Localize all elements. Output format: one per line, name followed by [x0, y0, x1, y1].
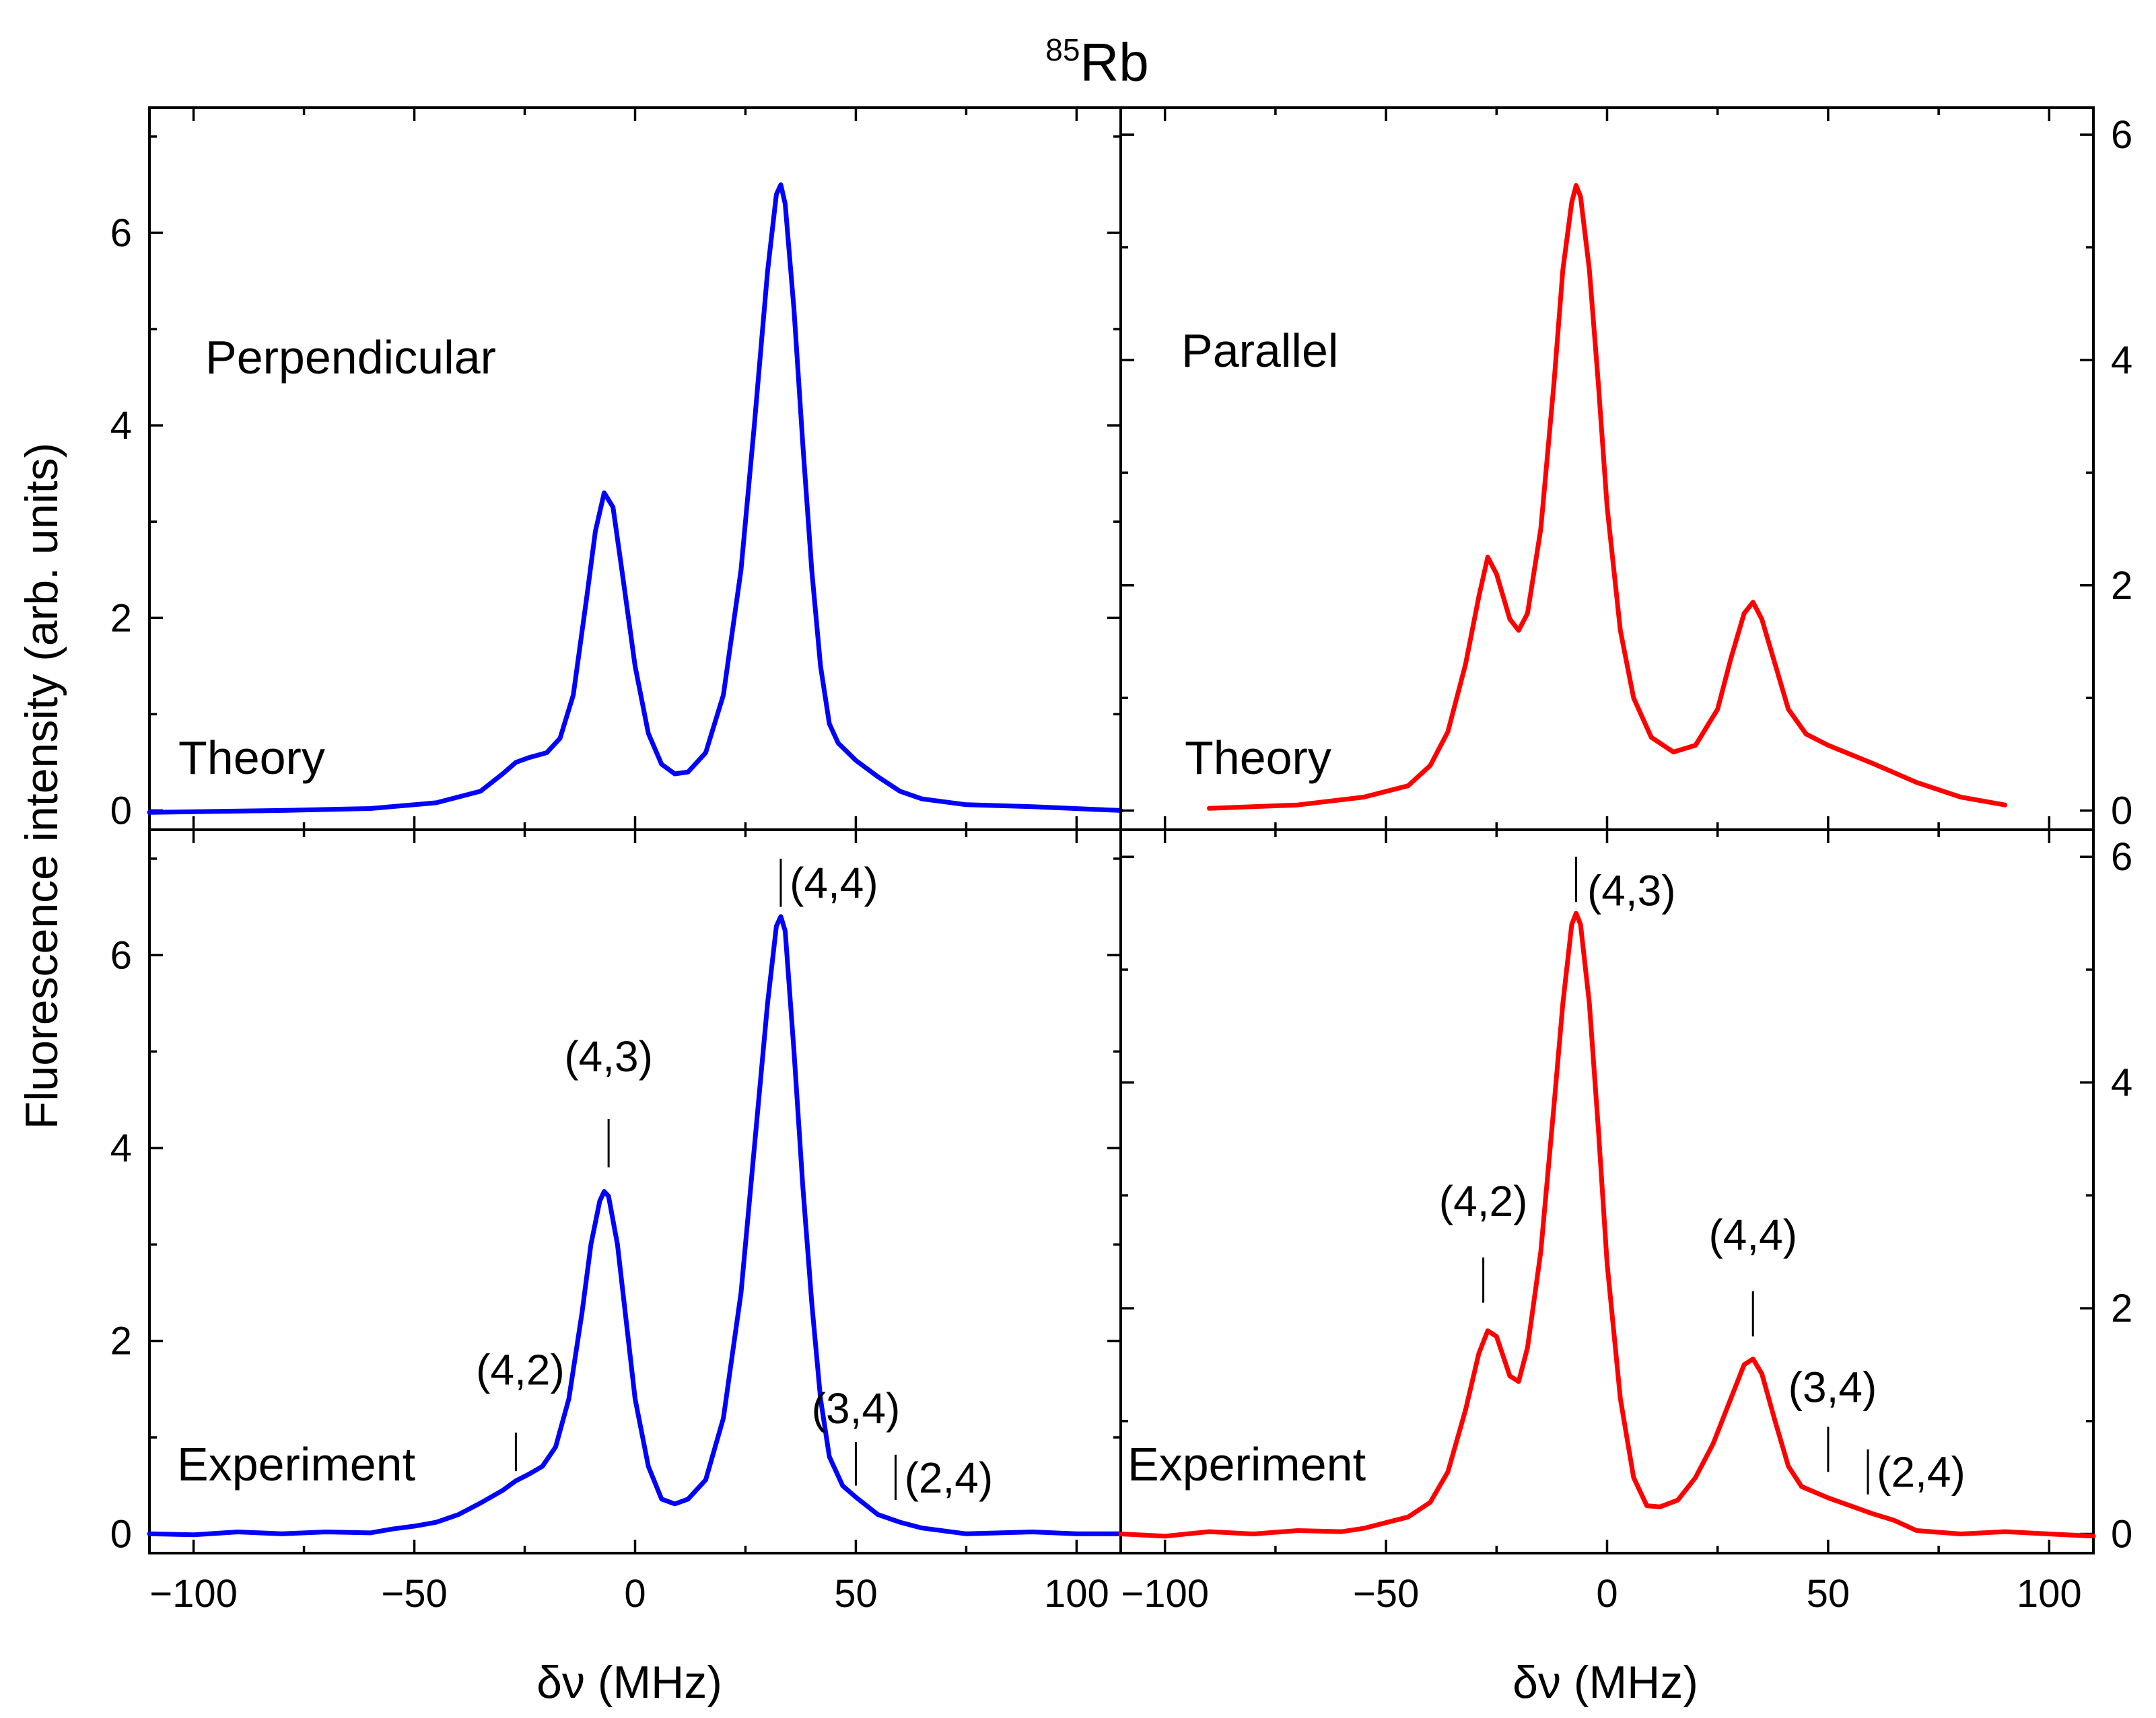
- transition-label: (2,4): [1877, 1447, 1966, 1496]
- curve-label: Experiment: [177, 1438, 415, 1491]
- panel-top-right: 0 2 4 6 Parallel Theory: [1119, 106, 2132, 833]
- x-tick-label: 100: [2017, 1572, 2082, 1616]
- y-tick-label: 6: [2111, 835, 2132, 879]
- x-tick-label: 50: [1807, 1572, 1850, 1616]
- panel-label: Perpendicular: [205, 331, 496, 384]
- transition-label: (4,2): [476, 1346, 565, 1394]
- series-line-experiment: [147, 914, 1123, 1538]
- y-tick-label: 2: [110, 596, 132, 640]
- y-tick-label: 0: [110, 1512, 132, 1556]
- x-tick-label: −100: [1121, 1572, 1209, 1616]
- figure-title: 85Rb: [1045, 32, 1148, 92]
- y-tick-label: 6: [110, 933, 132, 977]
- curve-label: Theory: [1185, 731, 1331, 784]
- x-axis-label-right: δν (MHz): [1512, 1657, 1698, 1708]
- transition-label: (3,4): [1788, 1363, 1877, 1411]
- series-line-theory: [1206, 183, 2008, 811]
- curve-label: Theory: [178, 731, 325, 784]
- series-line-theory: [147, 182, 1123, 815]
- panel-bottom-left: −100 −50 0 50 100 0 2 4 6 Experiment (4,2) (4,3) (4,…: [110, 828, 1123, 1616]
- title-main: Rb: [1080, 32, 1148, 92]
- transition-label: (4,4): [790, 859, 878, 907]
- y-tick-label: 2: [2111, 1287, 2132, 1330]
- y-tick-label: 0: [2111, 789, 2132, 833]
- x-tick-label: 0: [1596, 1572, 1618, 1616]
- x-tick-label: 100: [1044, 1572, 1109, 1616]
- y-tick-label: 0: [110, 789, 132, 832]
- y-tick-label: 4: [110, 1126, 132, 1170]
- x-tick-label: −50: [381, 1572, 447, 1616]
- transition-label: (3,4): [812, 1384, 901, 1433]
- transition-label: (4,3): [564, 1032, 653, 1081]
- transition-label: (4,3): [1587, 867, 1676, 915]
- series-line-experiment: [1118, 910, 2096, 1539]
- title-superscript: 85: [1045, 32, 1080, 67]
- panel-bottom-right: −100 −50 0 50 100 0 2 4 6 Experiment (4,2) (4,3) (4,…: [1118, 828, 2132, 1616]
- y-tick-label: 4: [2111, 1061, 2132, 1105]
- y-tick-label: 6: [110, 211, 132, 255]
- y-tick-label: 4: [2111, 338, 2132, 382]
- x-tick-label: −50: [1353, 1572, 1419, 1616]
- y-tick-label: 0: [2111, 1512, 2132, 1556]
- x-tick-label: 0: [624, 1572, 646, 1616]
- y-tick-label: 2: [2111, 564, 2132, 608]
- x-axis-label-left: δν (MHz): [536, 1657, 722, 1708]
- y-tick-label: 2: [110, 1320, 132, 1363]
- x-tick-label: −100: [149, 1572, 238, 1616]
- x-tick-label: 50: [834, 1572, 878, 1616]
- transition-label: (4,2): [1439, 1177, 1528, 1225]
- transition-label: (4,4): [1708, 1211, 1797, 1259]
- y-axis-label: Fluorescence intensity (arb. units): [16, 443, 67, 1129]
- y-tick-label: 4: [110, 404, 132, 448]
- y-tick-label: 6: [2111, 113, 2132, 157]
- panel-label: Parallel: [1181, 324, 1338, 377]
- curve-label: Experiment: [1127, 1438, 1366, 1491]
- transition-label: (2,4): [905, 1454, 994, 1502]
